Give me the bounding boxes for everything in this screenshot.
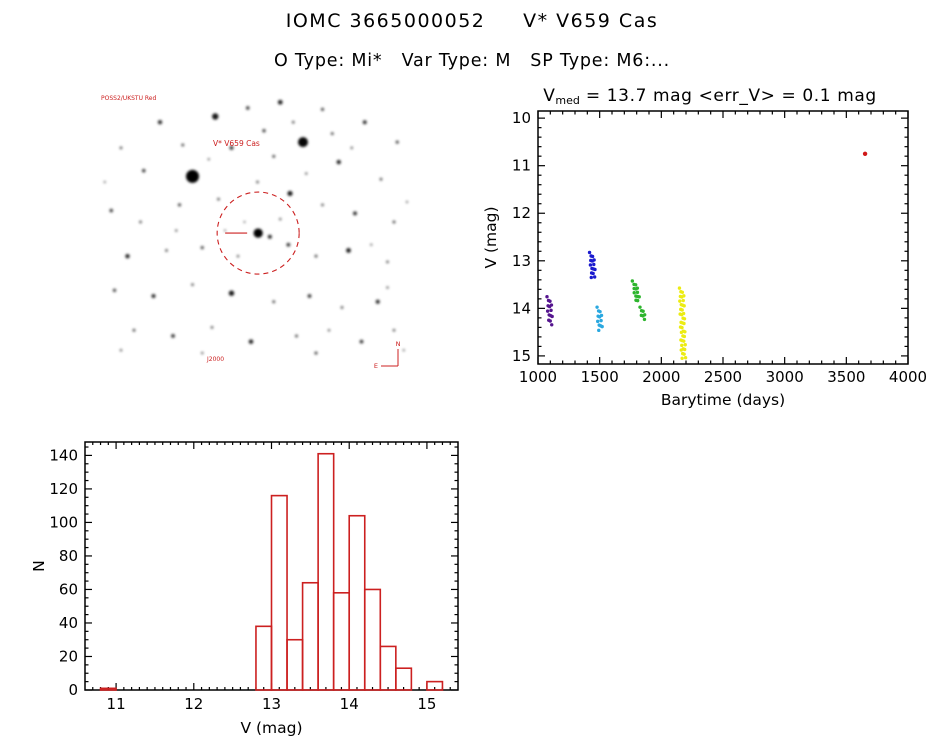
svg-text:14: 14 (340, 695, 359, 713)
svg-text:13: 13 (262, 695, 281, 713)
histogram-bar (286, 638, 304, 691)
lightcurve-labels: 1000 1500 2000 2500 3000 3500 4000 10 11 12 13 14 15… (482, 109, 927, 409)
svg-text:120: 120 (49, 480, 78, 498)
histogram-bar (426, 680, 444, 691)
svg-text:40: 40 (59, 614, 78, 632)
svg-text:15: 15 (417, 695, 436, 713)
series-epoch-5-green (638, 305, 647, 322)
series-epoch-3-cyan (595, 305, 604, 333)
histogram-bar (395, 667, 413, 691)
compass-icon (381, 349, 399, 367)
series-epoch-4-green (630, 279, 641, 303)
histogram-bar (301, 581, 319, 691)
lightcurve-title-sub: med (555, 94, 580, 107)
svg-text:1000: 1000 (519, 368, 557, 386)
histogram-bar (99, 687, 117, 691)
svg-text:13: 13 (512, 252, 531, 270)
svg-text:3000: 3000 (766, 368, 804, 386)
finder-annotations: POSS2/UKSTU Red V* V659 Cas J2000 N E (101, 95, 401, 370)
histogram-bar (363, 588, 382, 691)
lightcurve-title-v: V (543, 86, 556, 106)
svg-text:12: 12 (184, 695, 203, 713)
histogram-bars (99, 452, 444, 691)
svg-text:11: 11 (512, 157, 531, 175)
svg-text:11: 11 (107, 695, 126, 713)
compass-north-label: N (396, 340, 401, 348)
svg-text:15: 15 (512, 347, 531, 365)
histogram-xlabel: V (mag) (240, 719, 302, 737)
page-subtitle: O Type: Mi* Var Type: M SP Type: M6:... (273, 51, 671, 71)
histogram-bar (348, 514, 366, 691)
finder-footer-label: J2000 (206, 356, 224, 363)
lightcurve-xlabel: Barytime (days) (661, 391, 785, 409)
histogram-bar (270, 494, 288, 691)
svg-text:3500: 3500 (827, 368, 865, 386)
lightcurve-ylabel: V (mag) (482, 206, 500, 268)
svg-text:14: 14 (512, 299, 531, 317)
histogram-bar (255, 625, 273, 691)
svg-text:10: 10 (512, 109, 531, 127)
svg-text:140: 140 (49, 446, 78, 464)
series-epoch-6-yellow (677, 286, 688, 360)
finder-chart: POSS2/UKSTU Red V* V659 Cas J2000 N E (95, 88, 420, 373)
series-epoch-1-purple (545, 294, 554, 327)
histogram-bar (332, 592, 351, 691)
svg-text:12: 12 (512, 204, 531, 222)
histogram-chart: 11 12 13 14 15 0 20 40 60 80 100 120 140 V (mag) N (30, 441, 459, 737)
histogram-labels: 11 12 13 14 15 0 20 40 60 80 100 120 140 V (mag) N (30, 446, 436, 737)
target-circle (216, 191, 300, 275)
svg-text:80: 80 (59, 547, 78, 565)
svg-text:60: 60 (59, 580, 78, 598)
svg-text:4000: 4000 (889, 368, 927, 386)
histogram-bar (317, 452, 335, 691)
svg-text:1500: 1500 (581, 368, 619, 386)
compass-east-label: E (374, 362, 378, 370)
page-title: IOMC 3665000052 V* V659 Cas (285, 10, 659, 32)
lightcurve-axes (537, 110, 909, 365)
finder-survey-label: POSS2/UKSTU Red (101, 95, 156, 102)
series-epoch-2-blue (587, 250, 597, 280)
svg-text:20: 20 (59, 647, 78, 665)
svg-text:2000: 2000 (642, 368, 680, 386)
svg-text:100: 100 (49, 513, 78, 531)
histogram-ylabel: N (30, 560, 48, 572)
svg-text:2500: 2500 (704, 368, 742, 386)
lightcurve-title: Vmed = 13.7 mag <err_V> = 0.1 mag (500, 86, 920, 107)
lightcurve-title-rest: = 13.7 mag <err_V> = 0.1 mag (579, 86, 877, 106)
finder-target-label: V* V659 Cas (213, 139, 260, 148)
svg-text:0: 0 (68, 681, 78, 699)
lightcurve-chart: 1000 1500 2000 2500 3000 3500 4000 10 11 12 13 14 15… (482, 109, 927, 409)
histogram-bar (379, 645, 397, 691)
star-field (103, 99, 409, 355)
series-outlier-red (862, 151, 868, 157)
